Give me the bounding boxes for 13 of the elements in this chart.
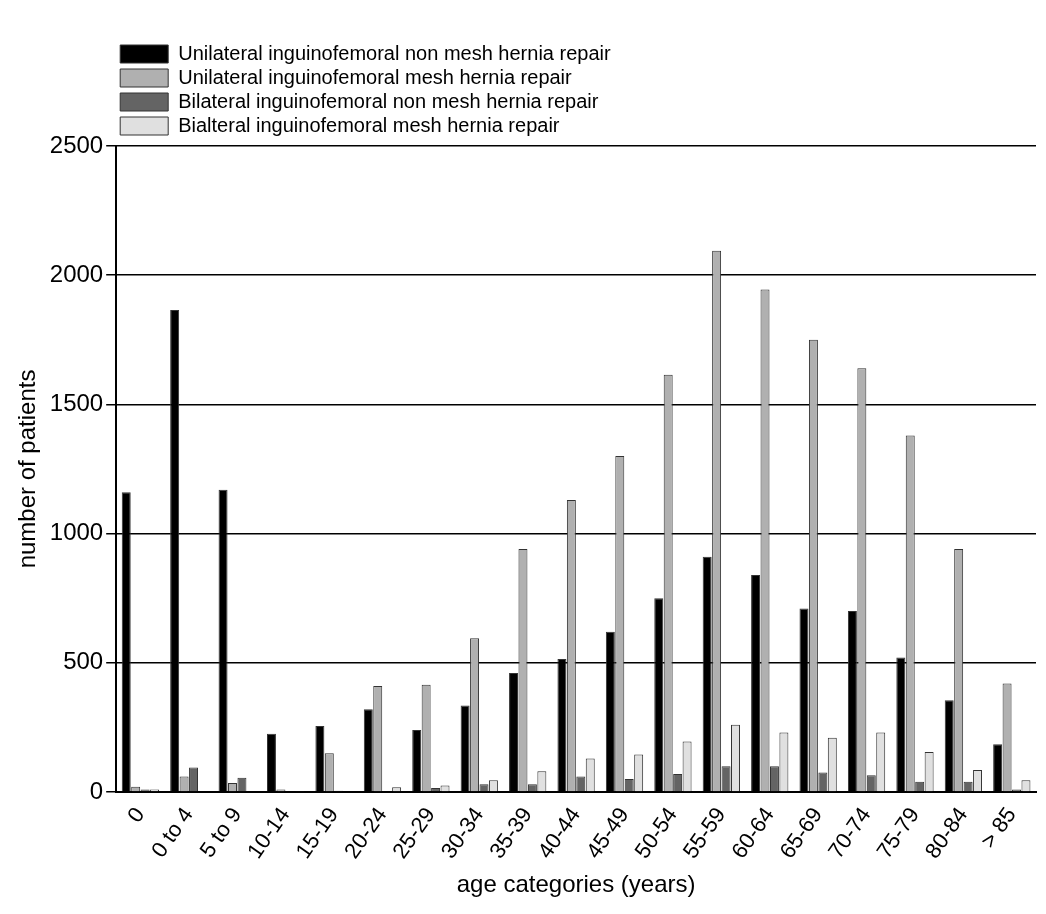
y-tick-label: 1500 bbox=[49, 389, 104, 417]
y-tick-label: 1000 bbox=[49, 518, 104, 546]
legend-label: Unilateral inguinofemoral mesh hernia repair bbox=[178, 65, 573, 88]
legend-label: Unilateral inguinofemoral non mesh hernia repair bbox=[178, 41, 611, 64]
y-tick-label: 500 bbox=[63, 647, 104, 675]
x-axis-title: age categories (years) bbox=[456, 870, 696, 898]
y-tick-label: 2000 bbox=[49, 259, 104, 287]
y-tick-label: 0 bbox=[89, 776, 104, 804]
legend-label: Bilateral inguinofemoral non mesh hernia repair bbox=[178, 89, 599, 112]
legend-label: Bialteral inguinofemoral mesh hernia repair bbox=[178, 113, 560, 136]
y-axis-title: number of patients bbox=[13, 369, 41, 569]
x-tick-label: > 85 bbox=[975, 802, 1021, 853]
y-tick-label: 2500 bbox=[49, 130, 104, 158]
